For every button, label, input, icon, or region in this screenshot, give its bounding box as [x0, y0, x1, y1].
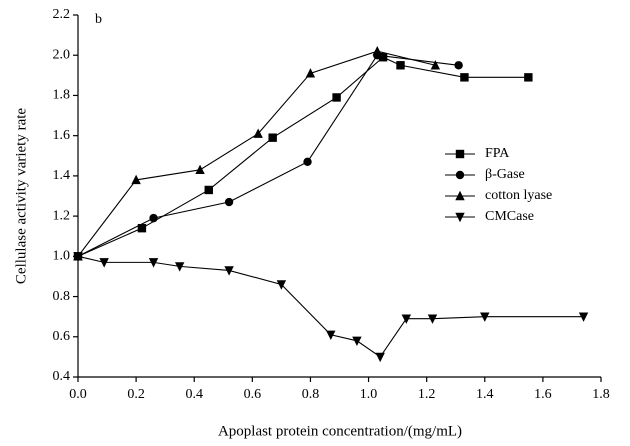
marker: [204, 185, 213, 195]
y-tick-label: 1.2: [53, 208, 71, 223]
y-tick-label: 0.4: [53, 369, 71, 384]
marker: [253, 128, 263, 138]
x-tick-label: 1.0: [360, 387, 378, 402]
marker: [276, 280, 287, 290]
marker: [372, 46, 382, 56]
marker: [524, 73, 533, 82]
marker: [174, 262, 185, 272]
y-tick-label: 1.6: [53, 128, 71, 143]
marker: [224, 197, 234, 207]
marker: [195, 164, 205, 175]
y-tick-label: 2.0: [53, 47, 71, 62]
marker: [148, 258, 159, 268]
marker: [401, 314, 412, 324]
legend-label: FPA: [485, 146, 510, 161]
marker: [460, 73, 469, 82]
y-tick-label: 1.0: [53, 249, 71, 264]
marker: [224, 266, 234, 276]
y-tick-label: 0.8: [53, 289, 71, 304]
marker: [427, 314, 438, 324]
marker: [352, 336, 362, 346]
x-tick-label: 0.4: [185, 387, 203, 402]
marker: [73, 252, 83, 262]
marker: [455, 149, 465, 159]
marker: [480, 312, 490, 322]
marker: [455, 170, 465, 180]
marker: [326, 330, 336, 340]
marker: [332, 93, 341, 102]
marker: [303, 157, 312, 167]
legend-label: CMCase: [485, 209, 534, 224]
series-line: [77, 255, 584, 358]
marker: [454, 61, 463, 70]
marker: [137, 223, 147, 233]
series-line: [77, 50, 436, 257]
y-tick-label: 2.2: [53, 7, 71, 22]
x-tick-label: 1.4: [476, 387, 494, 402]
marker: [375, 352, 385, 363]
x-tick-label: 0.8: [302, 387, 320, 402]
x-tick-label: 1.6: [534, 387, 552, 402]
x-tick-label: 0.2: [127, 387, 145, 402]
x-tick-label: 0.6: [244, 387, 262, 402]
x-tick-label: 0.0: [69, 387, 87, 402]
marker: [99, 258, 109, 268]
marker: [430, 60, 441, 70]
y-tick-label: 1.8: [53, 88, 71, 103]
marker: [131, 174, 141, 185]
x-tick-label: 1.8: [592, 387, 610, 402]
y-axis-label: Cellulase activity variety rate: [13, 108, 29, 285]
marker: [396, 61, 405, 70]
marker: [455, 190, 465, 201]
marker: [305, 68, 316, 78]
marker: [149, 213, 158, 223]
legend-label: β-Gase: [485, 167, 525, 182]
marker: [578, 312, 589, 322]
y-tick-label: 1.4: [53, 168, 71, 183]
series-line: [77, 54, 459, 257]
marker: [378, 53, 388, 62]
x-tick-label: 1.2: [418, 387, 436, 402]
panel-label: b: [95, 12, 102, 27]
legend-label: cotton lyase: [485, 188, 552, 203]
marker: [268, 133, 277, 142]
x-axis-label: Apoplast protein concentration/(mg/mL): [218, 423, 462, 439]
marker: [455, 212, 465, 223]
y-tick-label: 0.6: [53, 329, 71, 344]
